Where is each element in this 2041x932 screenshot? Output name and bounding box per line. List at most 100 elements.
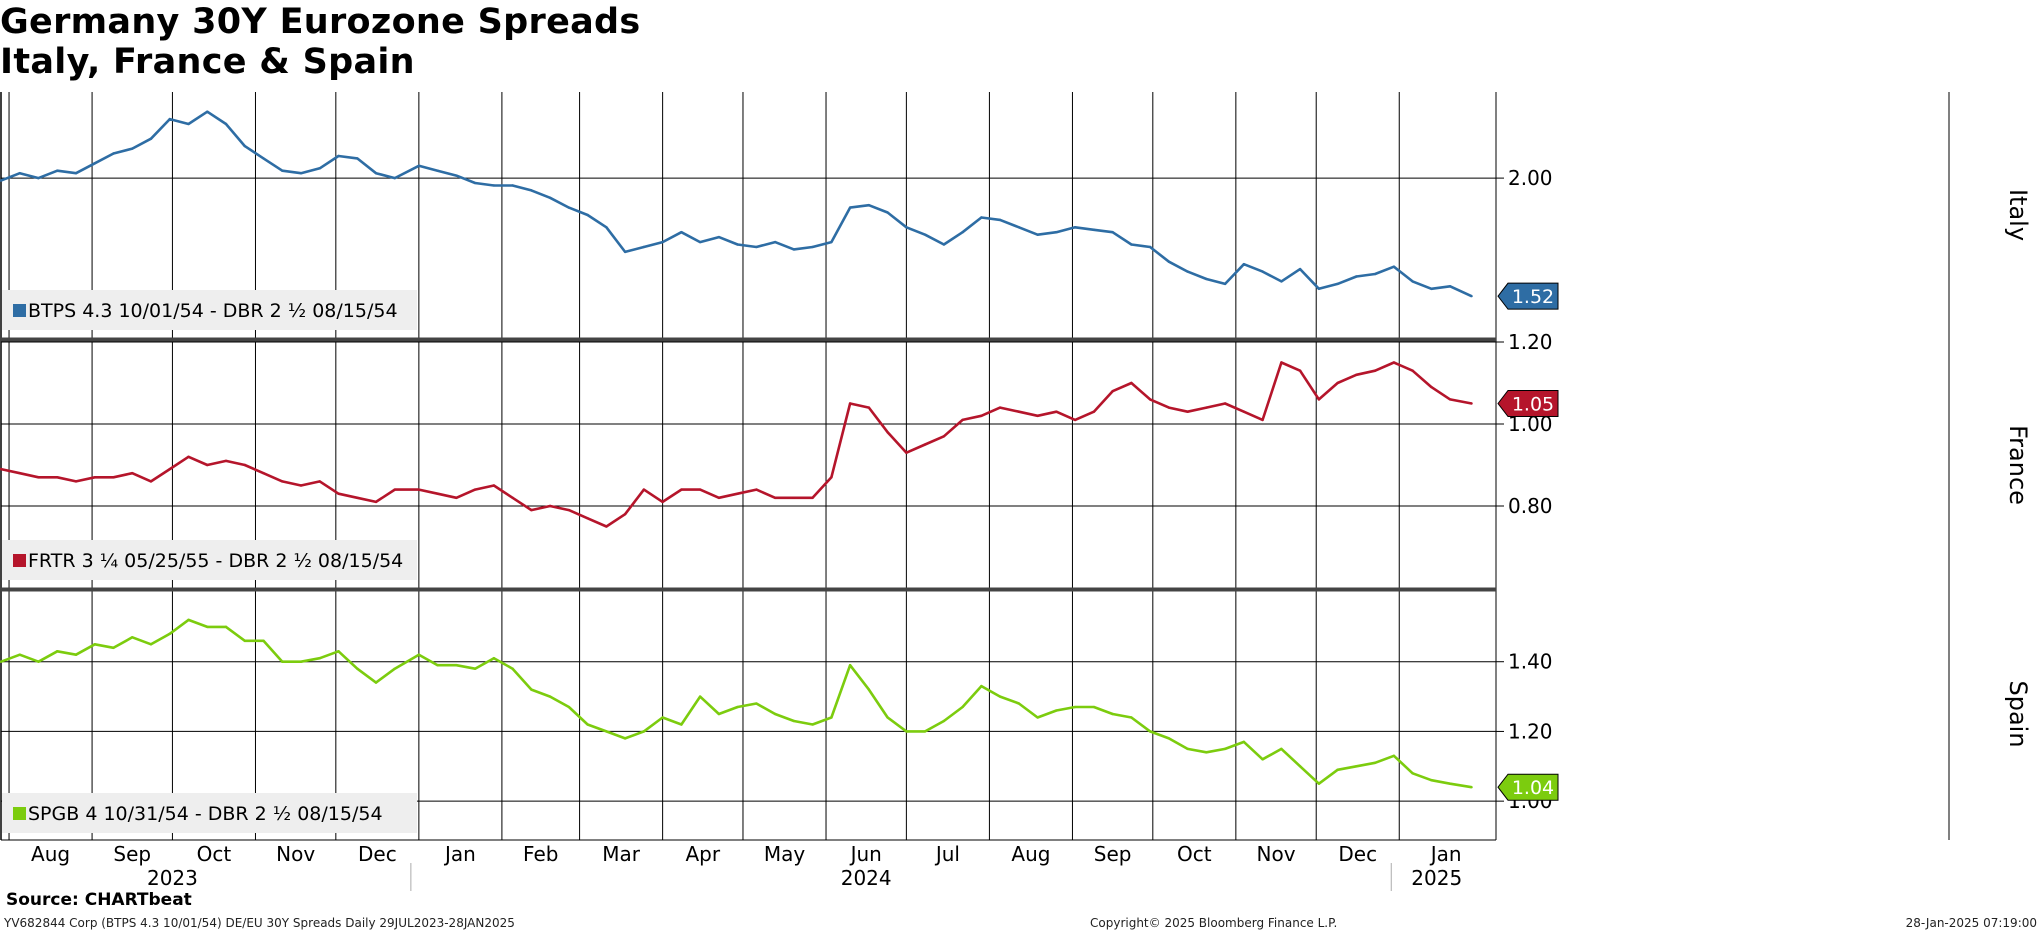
data-point-spain: [830, 716, 833, 719]
data-point-italy: [1055, 231, 1058, 234]
data-point-france: [281, 480, 284, 483]
legend-box: [2, 793, 417, 833]
data-point-spain: [1148, 730, 1152, 733]
data-point-spain: [1186, 747, 1189, 751]
data-point-italy: [112, 152, 115, 155]
x-tick-label: Feb: [523, 842, 558, 866]
data-point-italy: [567, 206, 571, 209]
data-point-italy: [961, 231, 964, 234]
data-point-spain: [998, 695, 1002, 698]
last-value-tag-france: [1497, 390, 1559, 417]
data-point-spain: [792, 719, 796, 723]
data-point-spain: [1411, 772, 1414, 775]
data-point-italy: [1430, 287, 1433, 290]
data-point-italy: [1092, 228, 1096, 231]
data-point-spain: [436, 664, 439, 667]
data-point-italy: [1373, 272, 1377, 276]
data-point-spain: [1130, 716, 1133, 719]
data-point-italy: [736, 243, 739, 246]
data-point-france: [112, 476, 115, 479]
data-point-italy: [1111, 231, 1114, 234]
data-point-france: [224, 459, 228, 463]
data-point-italy: [811, 245, 814, 249]
data-point-spain: [1242, 740, 1246, 744]
data-point-spain: [698, 695, 702, 698]
data-point-france: [93, 476, 96, 479]
data-point-france: [1186, 410, 1189, 413]
data-point-spain: [1336, 768, 1339, 771]
data-point-italy: [337, 154, 340, 158]
data-point-spain: [1261, 758, 1264, 761]
data-point-spain: [942, 719, 946, 723]
data-point-italy: [792, 248, 796, 251]
data-point-france: [37, 476, 40, 479]
x-year-label: 2025: [1411, 866, 1462, 890]
data-point-italy: [642, 245, 646, 249]
data-point-spain: [149, 643, 153, 646]
data-point-france: [1373, 369, 1377, 372]
data-point-france: [1392, 361, 1396, 364]
data-point-italy: [886, 211, 889, 214]
data-point-spain: [1448, 782, 1452, 785]
data-point-italy: [1261, 270, 1264, 273]
data-point-spain: [206, 625, 209, 629]
data-point-spain: [455, 664, 458, 667]
data-point-spain: [680, 723, 683, 726]
data-point-italy: [1242, 263, 1246, 266]
data-point-italy: [661, 240, 664, 244]
y-tick-label: 1.20: [1508, 719, 1553, 743]
x-tick-label: Nov: [276, 842, 315, 866]
data-point-spain: [1092, 705, 1096, 709]
data-point-france: [1470, 402, 1473, 405]
data-point-italy: [511, 184, 514, 187]
data-point-france: [436, 492, 439, 495]
data-point-france: [243, 463, 246, 467]
data-point-italy: [605, 226, 608, 229]
data-point-italy: [149, 137, 153, 140]
data-point-france: [567, 508, 571, 512]
data-point-spain: [1205, 751, 1208, 754]
data-point-italy: [1130, 243, 1133, 246]
data-point-spain: [848, 664, 852, 667]
data-point-france: [318, 480, 321, 483]
data-point-spain: [0, 660, 3, 663]
x-tick-label: Oct: [1177, 842, 1212, 866]
x-tick-label: Dec: [1338, 842, 1377, 866]
data-point-spain: [1111, 712, 1114, 716]
data-point-italy: [1280, 280, 1283, 283]
data-point-italy: [0, 179, 3, 182]
data-point-spain: [1280, 747, 1283, 751]
data-point-italy: [37, 176, 40, 180]
data-point-italy: [1470, 294, 1473, 298]
data-point-spain: [417, 653, 421, 656]
panel-label-france: France: [2004, 425, 2032, 505]
data-point-france: [998, 406, 1002, 409]
data-point-italy: [1317, 287, 1321, 290]
data-point-spain: [112, 646, 115, 649]
data-point-france: [1130, 381, 1133, 385]
data-point-spain: [243, 639, 246, 642]
data-point-france: [923, 443, 927, 446]
data-point-france: [356, 496, 359, 499]
data-point-france: [1411, 369, 1414, 372]
x-tick-label: Sep: [1094, 842, 1132, 866]
data-point-france: [642, 488, 646, 491]
panel-label-italy: Italy: [2004, 189, 2032, 241]
x-tick-label: Dec: [358, 842, 397, 866]
data-point-italy: [680, 231, 683, 234]
data-point-spain: [1392, 754, 1396, 758]
data-point-spain: [1223, 747, 1227, 751]
data-point-france: [511, 496, 514, 499]
data-point-spain: [224, 625, 228, 629]
data-point-italy: [455, 174, 458, 177]
data-point-spain: [1355, 765, 1358, 768]
data-point-spain: [905, 730, 908, 733]
data-point-france: [131, 472, 134, 475]
data-point-spain: [755, 702, 758, 705]
data-point-france: [1242, 410, 1246, 413]
data-point-france: [56, 476, 59, 479]
data-point-france: [1280, 361, 1283, 364]
data-point-spain: [642, 730, 646, 733]
data-point-spain: [281, 660, 284, 663]
data-point-spain: [623, 737, 627, 740]
